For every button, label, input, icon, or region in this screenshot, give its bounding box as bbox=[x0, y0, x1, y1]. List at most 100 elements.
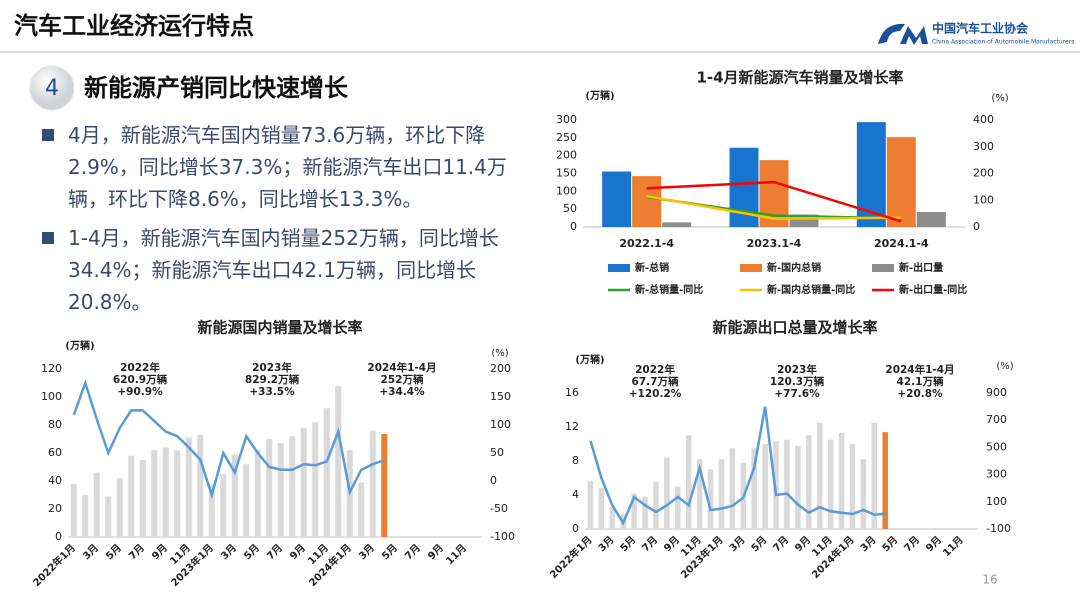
bar bbox=[185, 437, 192, 537]
y2-tick-label: 0 bbox=[973, 220, 980, 233]
bar bbox=[664, 457, 670, 529]
y-tick-label: 4 bbox=[572, 488, 579, 501]
bar bbox=[231, 454, 238, 537]
y-tick-label: 100 bbox=[556, 184, 577, 197]
x-tick-label: 5月 bbox=[749, 534, 769, 554]
x-tick-label: 5月 bbox=[242, 542, 262, 562]
bar bbox=[631, 493, 637, 529]
y2-tick-label: 0 bbox=[490, 474, 497, 487]
bar bbox=[729, 448, 736, 529]
annotation: 67.7万辆 bbox=[632, 375, 679, 388]
bar bbox=[381, 433, 388, 537]
bar bbox=[762, 444, 768, 529]
bar bbox=[174, 450, 181, 537]
annotation: 42.1万辆 bbox=[897, 375, 944, 388]
y-tick-label: 250 bbox=[556, 131, 577, 144]
y-tick-label: 20 bbox=[48, 502, 62, 515]
bullet-list: 4月，新能源汽车国内销量73.6万辆，环比下降2.9%，同比增长37.3%；新能… bbox=[42, 119, 538, 325]
logo-mark bbox=[878, 23, 928, 45]
legend-swatch bbox=[740, 264, 762, 272]
bar bbox=[369, 430, 376, 537]
page-number: 16 bbox=[982, 573, 997, 587]
bar bbox=[632, 176, 662, 227]
bar bbox=[323, 408, 330, 537]
bar bbox=[82, 495, 89, 537]
bullet: 1-4月，新能源汽车国内销量252万辆，同比增长34.4%；新能源汽车出口42.… bbox=[42, 222, 538, 318]
section-title: 新能源产销同比快速增长 bbox=[84, 74, 349, 102]
bar bbox=[70, 483, 77, 537]
legend-swatch bbox=[872, 264, 894, 272]
logo-sub: China Association of Automobile Manufact… bbox=[932, 39, 1074, 46]
y2-tick-label: 100 bbox=[973, 193, 994, 206]
y-tick-label: 0 bbox=[55, 530, 62, 543]
y-tick-label: 40 bbox=[48, 474, 62, 487]
annotation: +20.8% bbox=[897, 388, 943, 400]
bar bbox=[220, 474, 227, 537]
x-tick-label: 3月 bbox=[727, 534, 747, 554]
y-tick-label: 16 bbox=[565, 386, 579, 399]
x-tick-label: 7月 bbox=[902, 534, 922, 554]
line bbox=[589, 406, 886, 526]
y-tick-label: 50 bbox=[563, 202, 577, 215]
legend-label: 新-总销 bbox=[635, 261, 669, 274]
bar bbox=[587, 481, 594, 529]
legend-label: 新-国内总销 bbox=[767, 261, 821, 274]
y2-tick-label: 300 bbox=[973, 140, 994, 153]
bar bbox=[312, 422, 319, 537]
y-tick-label: 60 bbox=[48, 446, 62, 459]
x-tick-label: 5月 bbox=[104, 542, 124, 562]
x-tick-label: 2022年1月 bbox=[30, 541, 78, 589]
bar bbox=[827, 439, 834, 529]
y2-unit: (%) bbox=[996, 361, 1013, 372]
bar bbox=[289, 436, 296, 537]
legend-label: 新-出口量-同比 bbox=[899, 283, 967, 296]
bar bbox=[197, 434, 204, 537]
y2-tick-label: 400 bbox=[973, 113, 994, 126]
annotation: 2024年1-4月 bbox=[367, 361, 436, 374]
legend-label: 新-出口量 bbox=[899, 261, 943, 274]
annotation: 2022年 bbox=[120, 361, 160, 374]
x-tick-label: 3月 bbox=[357, 542, 377, 562]
bullet: 4月，新能源汽车国内销量73.6万辆，环比下降2.9%，同比增长37.3%；新能… bbox=[42, 119, 538, 215]
bar bbox=[860, 459, 867, 529]
bar bbox=[335, 385, 342, 537]
x-tick-label: 5月 bbox=[880, 534, 900, 554]
line bbox=[646, 180, 902, 223]
bar bbox=[707, 469, 714, 529]
bar bbox=[662, 222, 692, 227]
chart-title: 新能源国内销量及增长率 bbox=[197, 319, 362, 337]
y-tick-label: 0 bbox=[570, 220, 577, 233]
bar bbox=[849, 444, 856, 529]
line bbox=[646, 194, 902, 220]
y2-tick-label: 50 bbox=[490, 446, 504, 459]
bar bbox=[93, 472, 100, 537]
bar bbox=[886, 137, 916, 227]
section-number: 4 bbox=[45, 76, 59, 101]
x-tick-label: 9月 bbox=[150, 542, 170, 562]
annotation: 2022年 bbox=[635, 363, 675, 376]
x-tick-label: 2024.1-4 bbox=[874, 237, 929, 250]
x-tick-label: 7月 bbox=[771, 534, 791, 554]
y-tick-label: 150 bbox=[556, 167, 577, 180]
y2-tick-label: 100 bbox=[986, 495, 1007, 508]
bar bbox=[128, 455, 135, 537]
chart-title: 新能源出口总量及增长率 bbox=[712, 319, 877, 337]
bar bbox=[751, 448, 757, 529]
annotation: 120.3万辆 bbox=[770, 375, 825, 388]
legend-label: 新-总销量-同比 bbox=[635, 283, 703, 296]
annotation: 252万辆 bbox=[381, 373, 424, 386]
x-tick-label: 5月 bbox=[380, 542, 400, 562]
annotation: 829.2万辆 bbox=[245, 373, 300, 386]
bar bbox=[871, 422, 878, 529]
slide-title: 汽车工业经济运行特点 bbox=[14, 12, 254, 40]
y2-tick-label: 900 bbox=[986, 386, 1007, 399]
x-tick-label: 2023.1-4 bbox=[747, 237, 802, 250]
y2-tick-label: 700 bbox=[986, 413, 1007, 426]
bar bbox=[609, 506, 616, 529]
bar bbox=[243, 464, 250, 537]
y-unit: (万辆) bbox=[575, 353, 604, 366]
y2-tick-label: -100 bbox=[986, 522, 1011, 535]
legend-swatch bbox=[608, 264, 630, 272]
x-tick-label: 3月 bbox=[81, 542, 101, 562]
x-tick-label: 3月 bbox=[219, 542, 239, 562]
